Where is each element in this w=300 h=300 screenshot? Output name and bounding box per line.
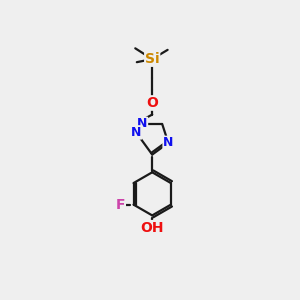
Text: F: F xyxy=(116,198,125,212)
Text: OH: OH xyxy=(140,221,164,235)
Text: N: N xyxy=(131,126,141,139)
Text: N: N xyxy=(163,136,173,149)
Text: O: O xyxy=(146,96,158,110)
Text: Si: Si xyxy=(145,52,160,66)
Text: N: N xyxy=(137,117,147,130)
